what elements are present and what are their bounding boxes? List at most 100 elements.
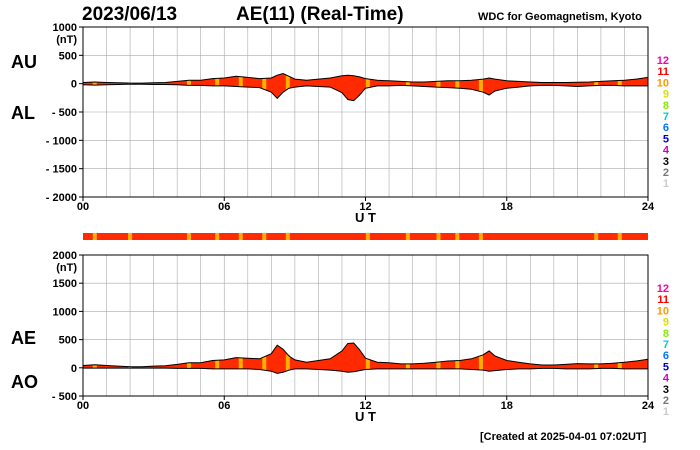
station-count-bar-marker	[215, 233, 220, 240]
station-count-legend-item: 11	[657, 294, 669, 306]
station-change-band	[436, 361, 441, 369]
station-change-band	[405, 81, 410, 86]
upper-series-line	[82, 72, 649, 84]
station-count-bar-marker	[436, 233, 441, 240]
station-change-band	[262, 78, 267, 90]
station-count-bar-marker	[238, 233, 243, 240]
station-count-legend-item: 8	[663, 100, 669, 112]
station-change-band	[478, 355, 483, 370]
y-tick-label: - 1000	[46, 135, 77, 147]
station-change-band	[238, 76, 243, 87]
station-count-bar-marker	[455, 233, 460, 240]
station-count-legend-item: 2	[663, 395, 669, 407]
station-count-legend-item: 10	[657, 77, 669, 89]
upper-series-line	[82, 342, 649, 368]
x-tick-label: 06	[218, 201, 230, 213]
y-tick-label: - 500	[52, 107, 77, 119]
station-change-band	[365, 78, 370, 88]
station-change-band	[455, 360, 460, 369]
station-change-band	[365, 359, 370, 370]
y-tick-label: 1500	[53, 278, 77, 290]
station-count-legend-item: 5	[663, 361, 669, 373]
station-change-band	[285, 75, 290, 89]
station-count-legend-item: 6	[663, 122, 669, 134]
station-change-band	[617, 362, 622, 369]
y-tick-label: 2000	[53, 250, 77, 262]
station-change-band	[92, 81, 97, 86]
ae-label: AE	[11, 328, 37, 348]
y-tick-label: 1000	[53, 22, 77, 34]
station-count-legend-item: 1	[663, 178, 669, 190]
x-tick-label: 00	[77, 400, 89, 412]
station-count-legend-item: 2	[663, 167, 669, 179]
station-change-band	[285, 354, 290, 371]
station-count-legend-item: 4	[663, 145, 670, 157]
station-count-legend-item: 3	[663, 384, 669, 396]
station-change-band	[128, 83, 133, 85]
y-tick-label: 0	[71, 363, 77, 375]
unit-label: (nT)	[56, 34, 77, 46]
station-count-legend-item: 8	[663, 328, 669, 340]
station-count-bar-marker	[128, 233, 133, 240]
station-count-bar-marker	[365, 233, 370, 240]
station-count-legend-item: 4	[663, 373, 670, 385]
station-count-legend-item: 7	[663, 111, 669, 123]
station-count-bar	[83, 233, 648, 240]
au-label: AU	[11, 52, 37, 72]
x-tick-label: 24	[642, 201, 655, 213]
lower-series-line	[82, 83, 648, 102]
station-count-bar-marker	[186, 233, 191, 240]
x-tick-label: 06	[218, 400, 230, 412]
station-count-legend-item: 3	[663, 156, 669, 168]
station-change-band	[594, 363, 599, 369]
station-count-bar-marker	[262, 233, 267, 240]
y-tick-label: 500	[59, 335, 77, 347]
station-count-legend-item: 1	[663, 406, 669, 418]
station-change-band	[436, 81, 441, 88]
x-tick-label: 12	[359, 201, 371, 213]
x-tick-label: 12	[359, 400, 371, 412]
y-tick-label: - 2000	[46, 192, 77, 204]
y-tick-label: 0	[71, 79, 77, 91]
station-count-legend-item: 12	[657, 55, 669, 67]
station-change-band	[238, 357, 243, 369]
y-tick-label: - 1500	[46, 164, 77, 176]
station-change-band	[594, 81, 599, 86]
x-axis-label: U T	[355, 409, 376, 424]
station-change-band	[128, 366, 133, 369]
station-count-bar-marker	[594, 233, 599, 240]
station-count-legend-item: 5	[663, 133, 669, 145]
lower-series-line	[83, 367, 648, 374]
index-title: AE(11) (Real-Time)	[236, 4, 404, 25]
station-count-legend-item: 12	[657, 283, 669, 295]
station-change-band	[455, 80, 460, 89]
x-tick-label: 00	[77, 201, 89, 213]
station-change-band	[478, 79, 483, 92]
source-label: WDC for Geomagnetism, Kyoto	[478, 11, 642, 23]
station-change-band	[215, 78, 220, 86]
y-tick-label: 1000	[53, 306, 77, 318]
x-tick-label: 18	[501, 400, 513, 412]
station-count-legend-item: 9	[663, 317, 669, 329]
x-tick-label: 18	[501, 201, 513, 213]
station-change-band	[186, 362, 191, 369]
date-title: 2023/06/13	[82, 4, 178, 25]
y-tick-label: - 500	[52, 391, 77, 403]
station-count-bar-marker	[405, 233, 410, 240]
unit-label: (nT)	[56, 262, 77, 274]
ao-label: AO	[11, 372, 38, 392]
station-change-band	[617, 80, 622, 86]
station-count-legend-item: 11	[657, 66, 669, 78]
station-change-band	[262, 356, 267, 371]
x-tick-label: 24	[642, 400, 655, 412]
al-label: AL	[11, 103, 35, 123]
index-area	[83, 73, 648, 101]
station-count-bar-marker	[285, 233, 290, 240]
station-change-band	[215, 360, 220, 369]
station-count-bar-marker	[478, 233, 483, 240]
station-change-band	[405, 363, 410, 369]
y-tick-label: 500	[59, 50, 77, 62]
station-count-legend-item: 6	[663, 350, 669, 362]
